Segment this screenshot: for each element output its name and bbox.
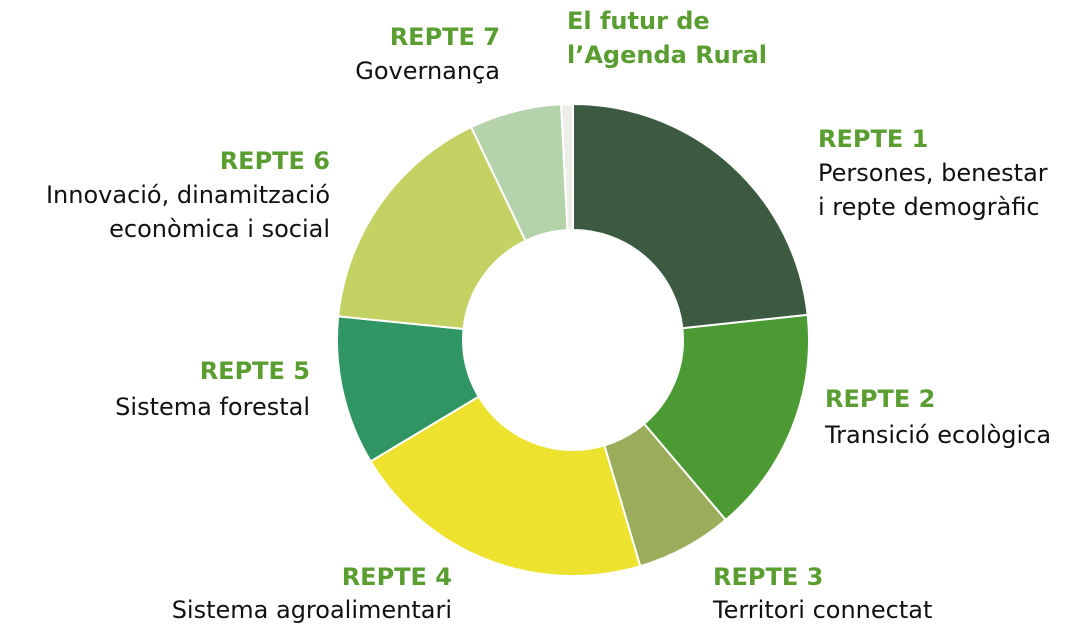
segment-description: Sistema forestal: [115, 393, 310, 421]
segment-description: i repte demogràfic: [818, 193, 1040, 221]
segment-description: Transició ecològica: [824, 421, 1051, 449]
donut-segment: [337, 125, 527, 331]
segment-heading: El futur de: [567, 7, 710, 35]
segment-heading: l’Agenda Rural: [567, 41, 767, 69]
segment-heading: REPTE 6: [220, 147, 330, 175]
segment-heading: REPTE 5: [200, 357, 310, 385]
segment-heading: REPTE 2: [825, 385, 935, 413]
donut-segment: [642, 313, 810, 522]
segment-heading: REPTE 3: [713, 563, 823, 591]
donut-segment: [560, 102, 574, 232]
segment-description: Territori connectat: [712, 596, 932, 624]
segment-heading: REPTE 1: [818, 125, 928, 153]
segment-description: econòmica i social: [109, 215, 330, 243]
segment-heading: REPTE 4: [342, 563, 452, 591]
segment-description: Innovació, dinamització: [46, 181, 330, 209]
donut-segment: [369, 395, 642, 577]
donut-segment: [572, 102, 809, 330]
segment-description: Persones, benestar: [818, 159, 1048, 187]
segment-description: Governança: [355, 57, 500, 85]
segment-description: Sistema agroalimentari: [172, 596, 452, 624]
segment-heading: REPTE 7: [390, 23, 500, 51]
